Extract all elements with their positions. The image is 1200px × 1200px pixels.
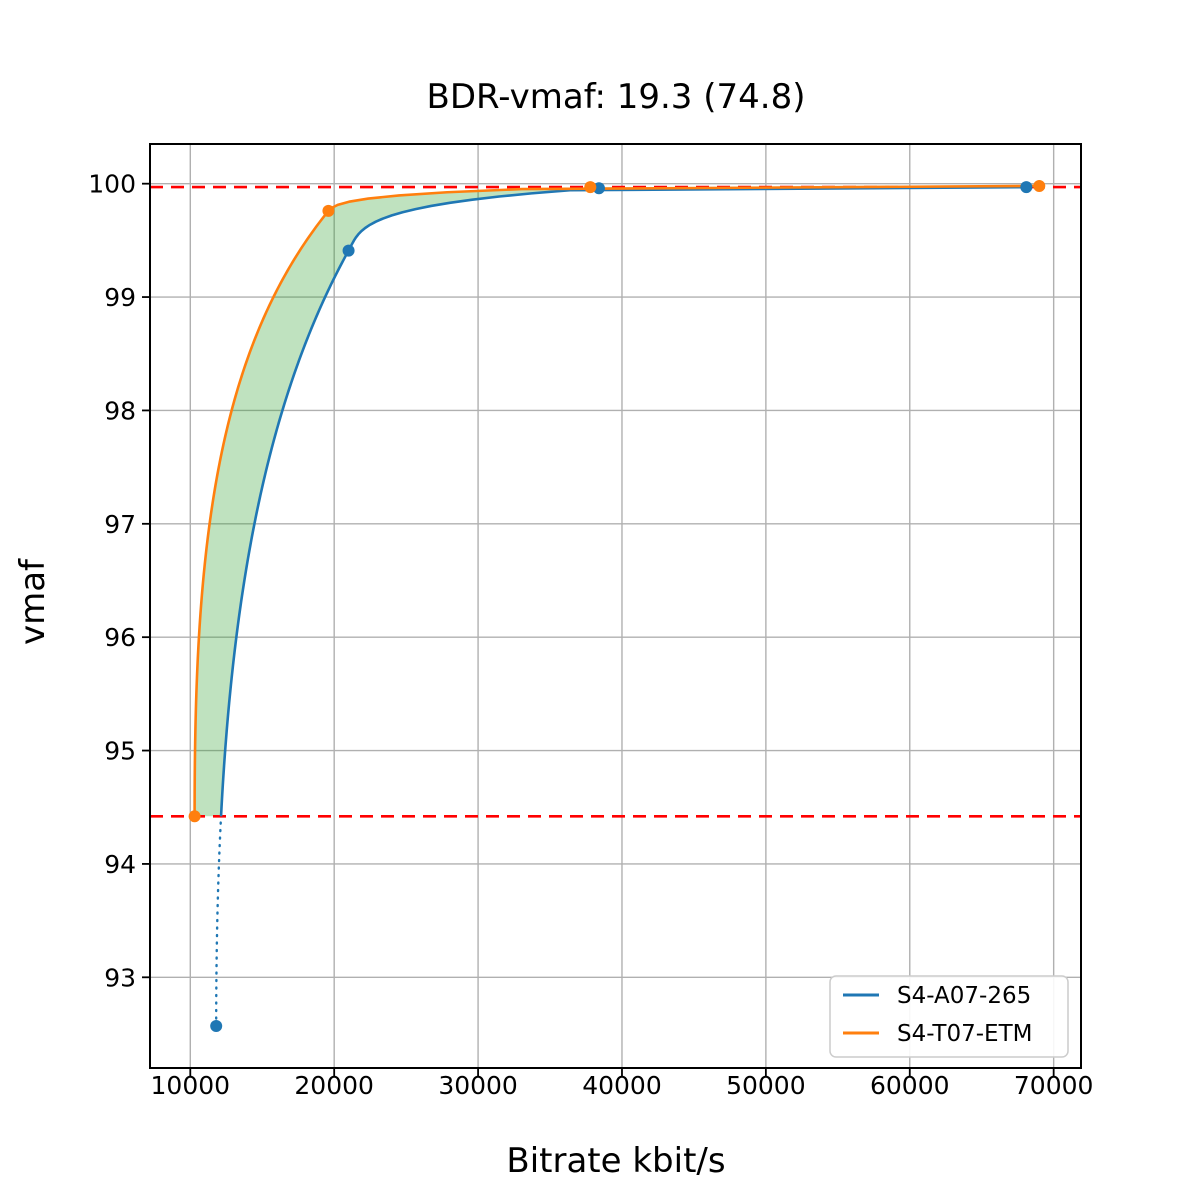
x-tick-label: 60000 bbox=[870, 1071, 950, 1100]
markers-layer bbox=[188, 179, 1046, 1033]
legend: S4-A07-265 S4-T07-ETM bbox=[829, 975, 1069, 1058]
y-tick-label: 97 bbox=[104, 510, 136, 539]
legend-label-orange: S4-T07-ETM bbox=[897, 1021, 1032, 1047]
y-tick-label: 95 bbox=[104, 737, 136, 766]
series-blue-dotted-segment bbox=[214, 815, 223, 1028]
x-tick-label: 50000 bbox=[726, 1071, 806, 1100]
y-tick-label: 98 bbox=[104, 396, 136, 425]
data-point-orange bbox=[1033, 179, 1046, 192]
x-tick-label: 70000 bbox=[1014, 1071, 1094, 1100]
data-point-blue bbox=[210, 1020, 223, 1033]
data-point-orange bbox=[322, 204, 335, 217]
y-tick-label: 96 bbox=[104, 623, 136, 652]
series-orange-curve bbox=[193, 184, 1040, 817]
chart-title: BDR-vmaf: 19.3 (74.8) bbox=[427, 77, 806, 117]
plot-border bbox=[149, 143, 1082, 1069]
data-point-orange bbox=[188, 810, 201, 823]
x-axis-label: Bitrate kbit/s bbox=[506, 1141, 725, 1181]
series-blue-curve bbox=[219, 185, 1027, 817]
x-tick-label: 30000 bbox=[438, 1071, 518, 1100]
y-axis-label: vmaf bbox=[13, 558, 53, 645]
legend-label-blue: S4-A07-265 bbox=[897, 983, 1031, 1009]
y-tick-label: 99 bbox=[104, 283, 136, 312]
y-tick-label: 93 bbox=[104, 963, 136, 992]
bd-area-layer bbox=[194, 187, 1027, 817]
y-tick-label: 100 bbox=[88, 170, 136, 199]
axes-layer: 10000 20000 30000 40000 50000 60000 70000 93 94 9… bbox=[88, 143, 1094, 1100]
x-tick-label: 40000 bbox=[582, 1071, 662, 1100]
data-point-blue bbox=[342, 244, 355, 257]
bd-area-fill bbox=[194, 187, 1027, 817]
grid-layer bbox=[150, 144, 1081, 1068]
x-tick-label: 10000 bbox=[151, 1071, 231, 1100]
data-point-blue bbox=[1020, 181, 1033, 194]
x-tick-label: 20000 bbox=[294, 1071, 374, 1100]
data-point-orange bbox=[584, 181, 597, 194]
legend-box bbox=[829, 975, 1069, 1058]
integration-bounds-layer bbox=[150, 185, 1081, 818]
curves-layer bbox=[193, 184, 1040, 1028]
y-tick-label: 94 bbox=[104, 850, 136, 879]
